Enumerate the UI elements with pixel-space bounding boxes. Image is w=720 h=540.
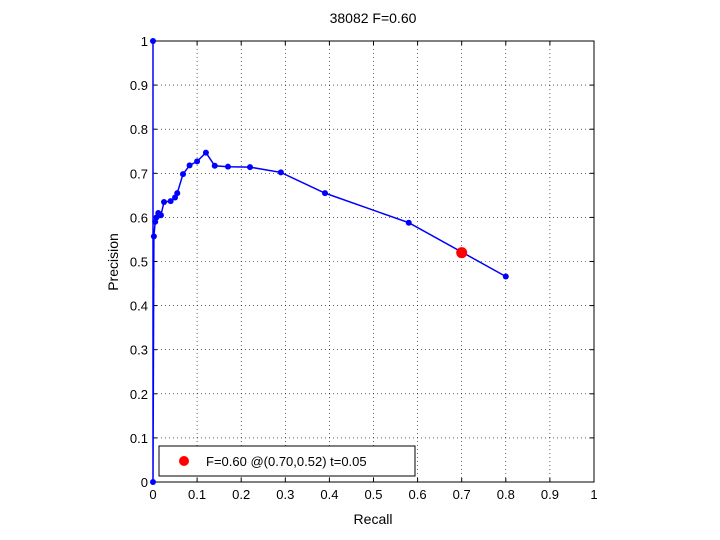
data-point — [150, 479, 156, 485]
y-tick-label: 0 — [141, 475, 148, 490]
data-point — [321, 190, 328, 197]
x-tick-label: 0.1 — [188, 487, 206, 502]
grid-lines — [153, 41, 594, 482]
data-point — [405, 219, 412, 226]
y-tick-label: 0.3 — [130, 343, 148, 358]
x-tick-label: 0 — [149, 487, 156, 502]
y-tick-label: 0.1 — [130, 431, 148, 446]
x-tick-label: 0.3 — [276, 487, 294, 502]
y-tick-label: 0.7 — [130, 166, 148, 181]
data-point — [247, 164, 254, 171]
x-tick-label: 0.6 — [409, 487, 427, 502]
data-series — [150, 38, 509, 485]
data-point — [186, 162, 193, 169]
data-point — [179, 171, 186, 178]
data-point — [224, 163, 231, 170]
chart-title: 38082 F=0.60 — [330, 10, 417, 26]
tick-labels: 0 0.1 0.2 0.3 0.4 0.5 0.6 0.7 0.8 0.9 1 0 0.1 0.2 0.3 0… — [130, 34, 598, 502]
x-tick-label: 0.5 — [364, 487, 382, 502]
data-point — [150, 38, 156, 44]
y-tick-label: 0.9 — [130, 78, 148, 93]
x-tick-label: 0.4 — [320, 487, 338, 502]
data-point — [150, 233, 157, 240]
data-point — [194, 158, 201, 165]
data-point — [167, 198, 174, 205]
x-tick-label: 0.2 — [232, 487, 250, 502]
data-point — [502, 273, 509, 280]
data-point — [211, 162, 218, 169]
x-tick-label: 0.7 — [453, 487, 471, 502]
data-point — [174, 190, 181, 197]
data-point — [161, 198, 168, 205]
y-tick-label: 1 — [141, 34, 148, 49]
legend: F=0.60 @(0.70,0.52) t=0.05 — [158, 445, 416, 477]
x-tick-label: 0.9 — [541, 487, 559, 502]
highlight-point-group — [456, 247, 468, 259]
y-tick-label: 0.8 — [130, 122, 148, 137]
y-tick-label: 0.6 — [130, 210, 148, 225]
y-tick-label: 0.4 — [130, 299, 148, 314]
y-axis-title: Precision — [105, 233, 121, 291]
data-point — [277, 169, 284, 176]
y-tick-label: 0.5 — [130, 255, 148, 270]
legend-marker — [179, 456, 189, 466]
x-tick-label: 0.8 — [497, 487, 515, 502]
legend-label: F=0.60 @(0.70,0.52) t=0.05 — [206, 454, 367, 469]
data-point — [202, 149, 209, 156]
x-axis-title: Recall — [354, 511, 393, 527]
y-tick-label: 0.2 — [130, 387, 148, 402]
x-tick-label: 1 — [590, 487, 597, 502]
highlight-point — [456, 247, 468, 259]
data-point — [157, 212, 164, 219]
legend-box — [158, 445, 416, 477]
